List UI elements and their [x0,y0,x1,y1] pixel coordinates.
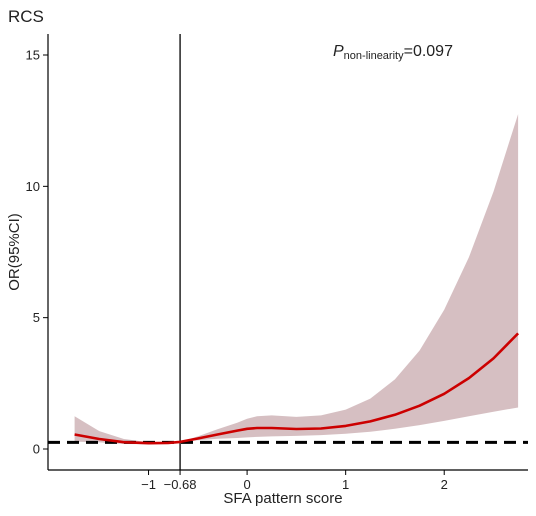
x-tick-label-3: 1 [342,477,349,492]
y-tick-label-2: 10 [26,179,40,194]
corner-label: RCS [8,7,44,26]
ci-band-0 [74,114,519,445]
y-axis-title: OR(95%CI) [6,213,23,291]
y-tick-label-0: 0 [33,441,40,456]
y-tick-label-1: 5 [33,310,40,325]
x-tick-label-4: 2 [441,477,448,492]
plot-area: 0 5 10 15 −1 −0.68 0 1 2 [26,34,528,492]
x-axis-title: SFA pattern score [223,490,342,507]
x-tick-label-1: −0.68 [164,477,197,492]
or-curve-0 [74,332,520,445]
annotation-subscript: non-linearity [344,50,404,62]
nonlinearity-annotation: Pnon-linearity=0.097 [333,43,453,62]
y-tick-label-3: 15 [26,48,40,63]
annotation-value: =0.097 [404,43,453,60]
x-tick-label-0: −1 [141,477,156,492]
annotation-p: P [333,43,344,60]
x-tick-label-2: 0 [243,477,250,492]
